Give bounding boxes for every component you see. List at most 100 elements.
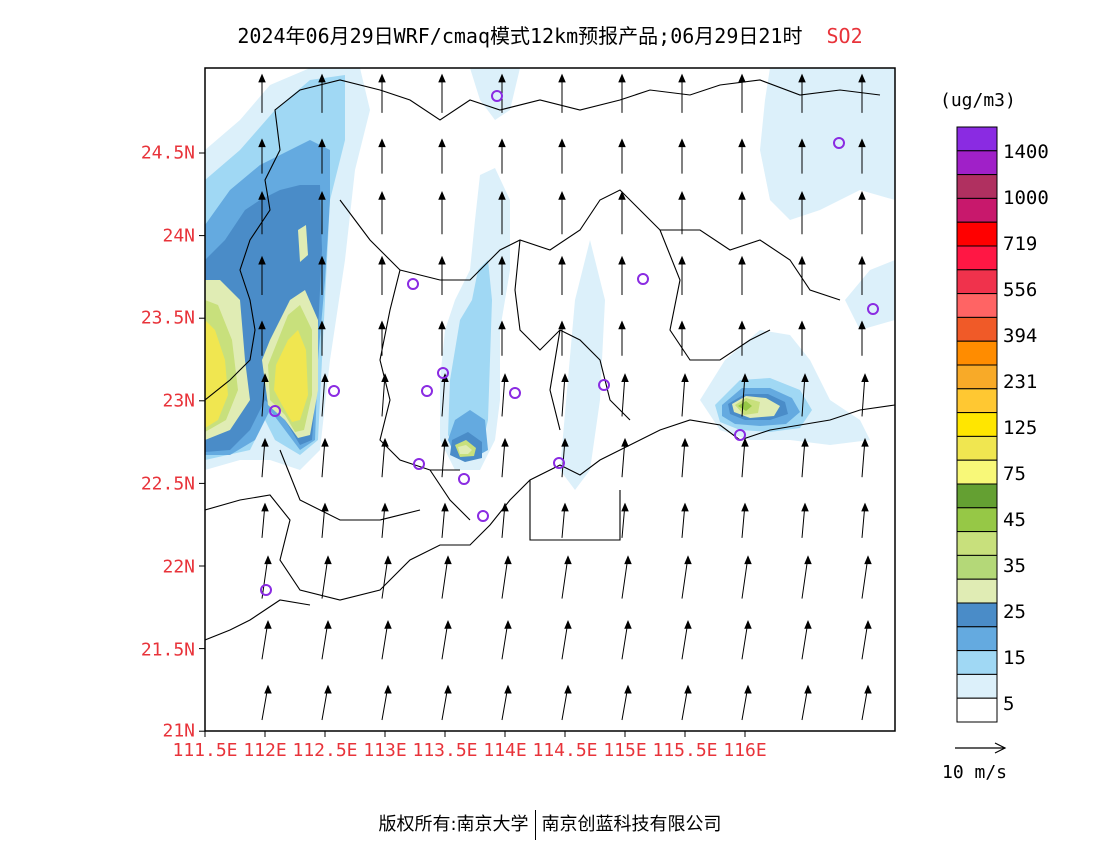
wind-arrowhead — [681, 437, 689, 447]
colorbar-swatch — [956, 150, 998, 176]
station-marker — [437, 367, 449, 379]
colorbar-label: 75 — [1003, 463, 1026, 485]
lon-tick-label: 114.5E — [532, 740, 598, 761]
station-marker — [553, 457, 565, 469]
colorbar-swatch — [956, 174, 998, 199]
colorbar-swatch — [956, 412, 998, 437]
wind-arrowhead — [558, 320, 566, 330]
wind-arrowhead — [738, 255, 746, 265]
wind-arrowhead — [618, 191, 626, 200]
reference-vector-label: 10 m/s — [942, 762, 1008, 783]
wind-arrowhead — [321, 502, 329, 512]
wind-arrowhead — [624, 620, 632, 629]
colorbar-label: 5 — [1003, 693, 1015, 715]
wind-arrowhead — [564, 684, 572, 694]
wind-arrowhead — [258, 320, 266, 330]
wind-arrowhead — [558, 73, 566, 83]
colorbar-label: 45 — [1003, 509, 1026, 531]
wind-arrowhead — [438, 73, 446, 83]
colorbar-swatch — [956, 602, 998, 628]
wind-arrowhead — [324, 684, 332, 694]
wind-arrowhead — [258, 138, 266, 148]
colorbar-swatch — [956, 197, 998, 223]
copyright-footer: 版权所有:南京大学 南京创蓝科技有限公司 — [0, 810, 1100, 840]
colorbar-unit: (ug/m3) — [940, 90, 1016, 111]
wind-arrowhead — [558, 138, 566, 148]
wind-arrowhead — [798, 191, 806, 200]
map-plot-area — [205, 68, 895, 731]
station-marker — [509, 387, 521, 399]
wind-arrowhead — [618, 255, 626, 265]
colorbar-swatch — [956, 626, 998, 652]
wind-vectors — [258, 73, 872, 721]
wind-arrowhead — [744, 620, 752, 629]
colorbar-label: 15 — [1003, 647, 1026, 669]
wind-arrowhead — [438, 320, 446, 330]
colorbar-swatch — [956, 269, 998, 295]
wind-arrowhead — [738, 138, 746, 148]
wind-arrowhead — [858, 191, 866, 200]
colorbar-label: 1000 — [1003, 187, 1049, 209]
colorbar-label: 394 — [1003, 325, 1038, 347]
wind-arrowhead — [438, 138, 446, 148]
colorbar-swatch — [956, 126, 998, 152]
wind-arrowhead — [798, 138, 806, 148]
wind-arrowhead — [498, 191, 506, 200]
lat-tick-label: 23.5N — [140, 307, 195, 329]
wind-arrowhead — [261, 373, 269, 382]
wind-arrowhead — [384, 620, 392, 629]
wind-arrowhead — [318, 320, 326, 330]
wind-arrowhead — [618, 73, 626, 83]
lat-tick-label: 22N — [162, 556, 195, 578]
lon-tick-label: 115.5E — [652, 740, 718, 761]
wind-arrowhead — [621, 437, 629, 447]
footer-left: 版权所有:南京大学 — [378, 814, 529, 835]
station-marker — [328, 385, 340, 397]
wind-arrowhead — [738, 73, 746, 83]
footer-divider — [534, 810, 536, 840]
wind-arrowhead — [864, 620, 872, 629]
lon-tick-label: 112E — [243, 740, 287, 761]
station-marker — [421, 385, 433, 397]
wind-arrowhead — [378, 138, 386, 148]
colorbar-swatch — [956, 578, 998, 604]
colorbar-swatch — [956, 531, 998, 556]
wind-arrowhead — [861, 502, 869, 512]
wind-arrowhead — [624, 555, 632, 565]
wind-arrowhead — [381, 373, 389, 382]
lat-tick-label: 22.5N — [140, 473, 195, 495]
wind-arrowhead — [858, 73, 866, 83]
wind-arrowhead — [684, 555, 692, 565]
colorbar-swatch — [956, 364, 998, 390]
wind-arrowhead — [378, 255, 386, 265]
station-marker — [407, 278, 419, 290]
wind-arrowhead — [678, 320, 686, 330]
wind-arrowhead — [864, 555, 872, 565]
title-main: 2024年06月29日WRF/cmaq模式12km预报产品;06月29日21时 — [237, 24, 803, 48]
station-marker — [734, 429, 746, 441]
wind-arrowhead — [558, 191, 566, 200]
wind-arrowhead — [804, 684, 812, 694]
station-marker — [458, 473, 470, 485]
colorbar-swatch — [956, 340, 998, 366]
title-species: SO2 — [826, 24, 863, 48]
wind-arrowhead — [678, 73, 686, 83]
colorbar-swatch — [956, 673, 998, 699]
wind-arrowhead — [501, 437, 509, 447]
wind-arrowhead — [558, 255, 566, 265]
colorbar-swatch — [956, 650, 998, 675]
wind-arrowhead — [678, 255, 686, 265]
wind-arrowhead — [801, 502, 809, 512]
wind-arrowhead — [264, 555, 272, 565]
wind-arrowhead — [864, 684, 872, 694]
wind-arrowhead — [258, 191, 266, 200]
station-marker — [598, 379, 610, 391]
colorbar-swatch — [956, 554, 998, 580]
colorbar-swatch — [956, 483, 998, 509]
map-frame — [204, 67, 896, 732]
station-marker — [637, 273, 649, 285]
wind-arrowhead — [378, 320, 386, 330]
station-marker — [867, 303, 879, 315]
wind-arrowhead — [801, 373, 809, 382]
